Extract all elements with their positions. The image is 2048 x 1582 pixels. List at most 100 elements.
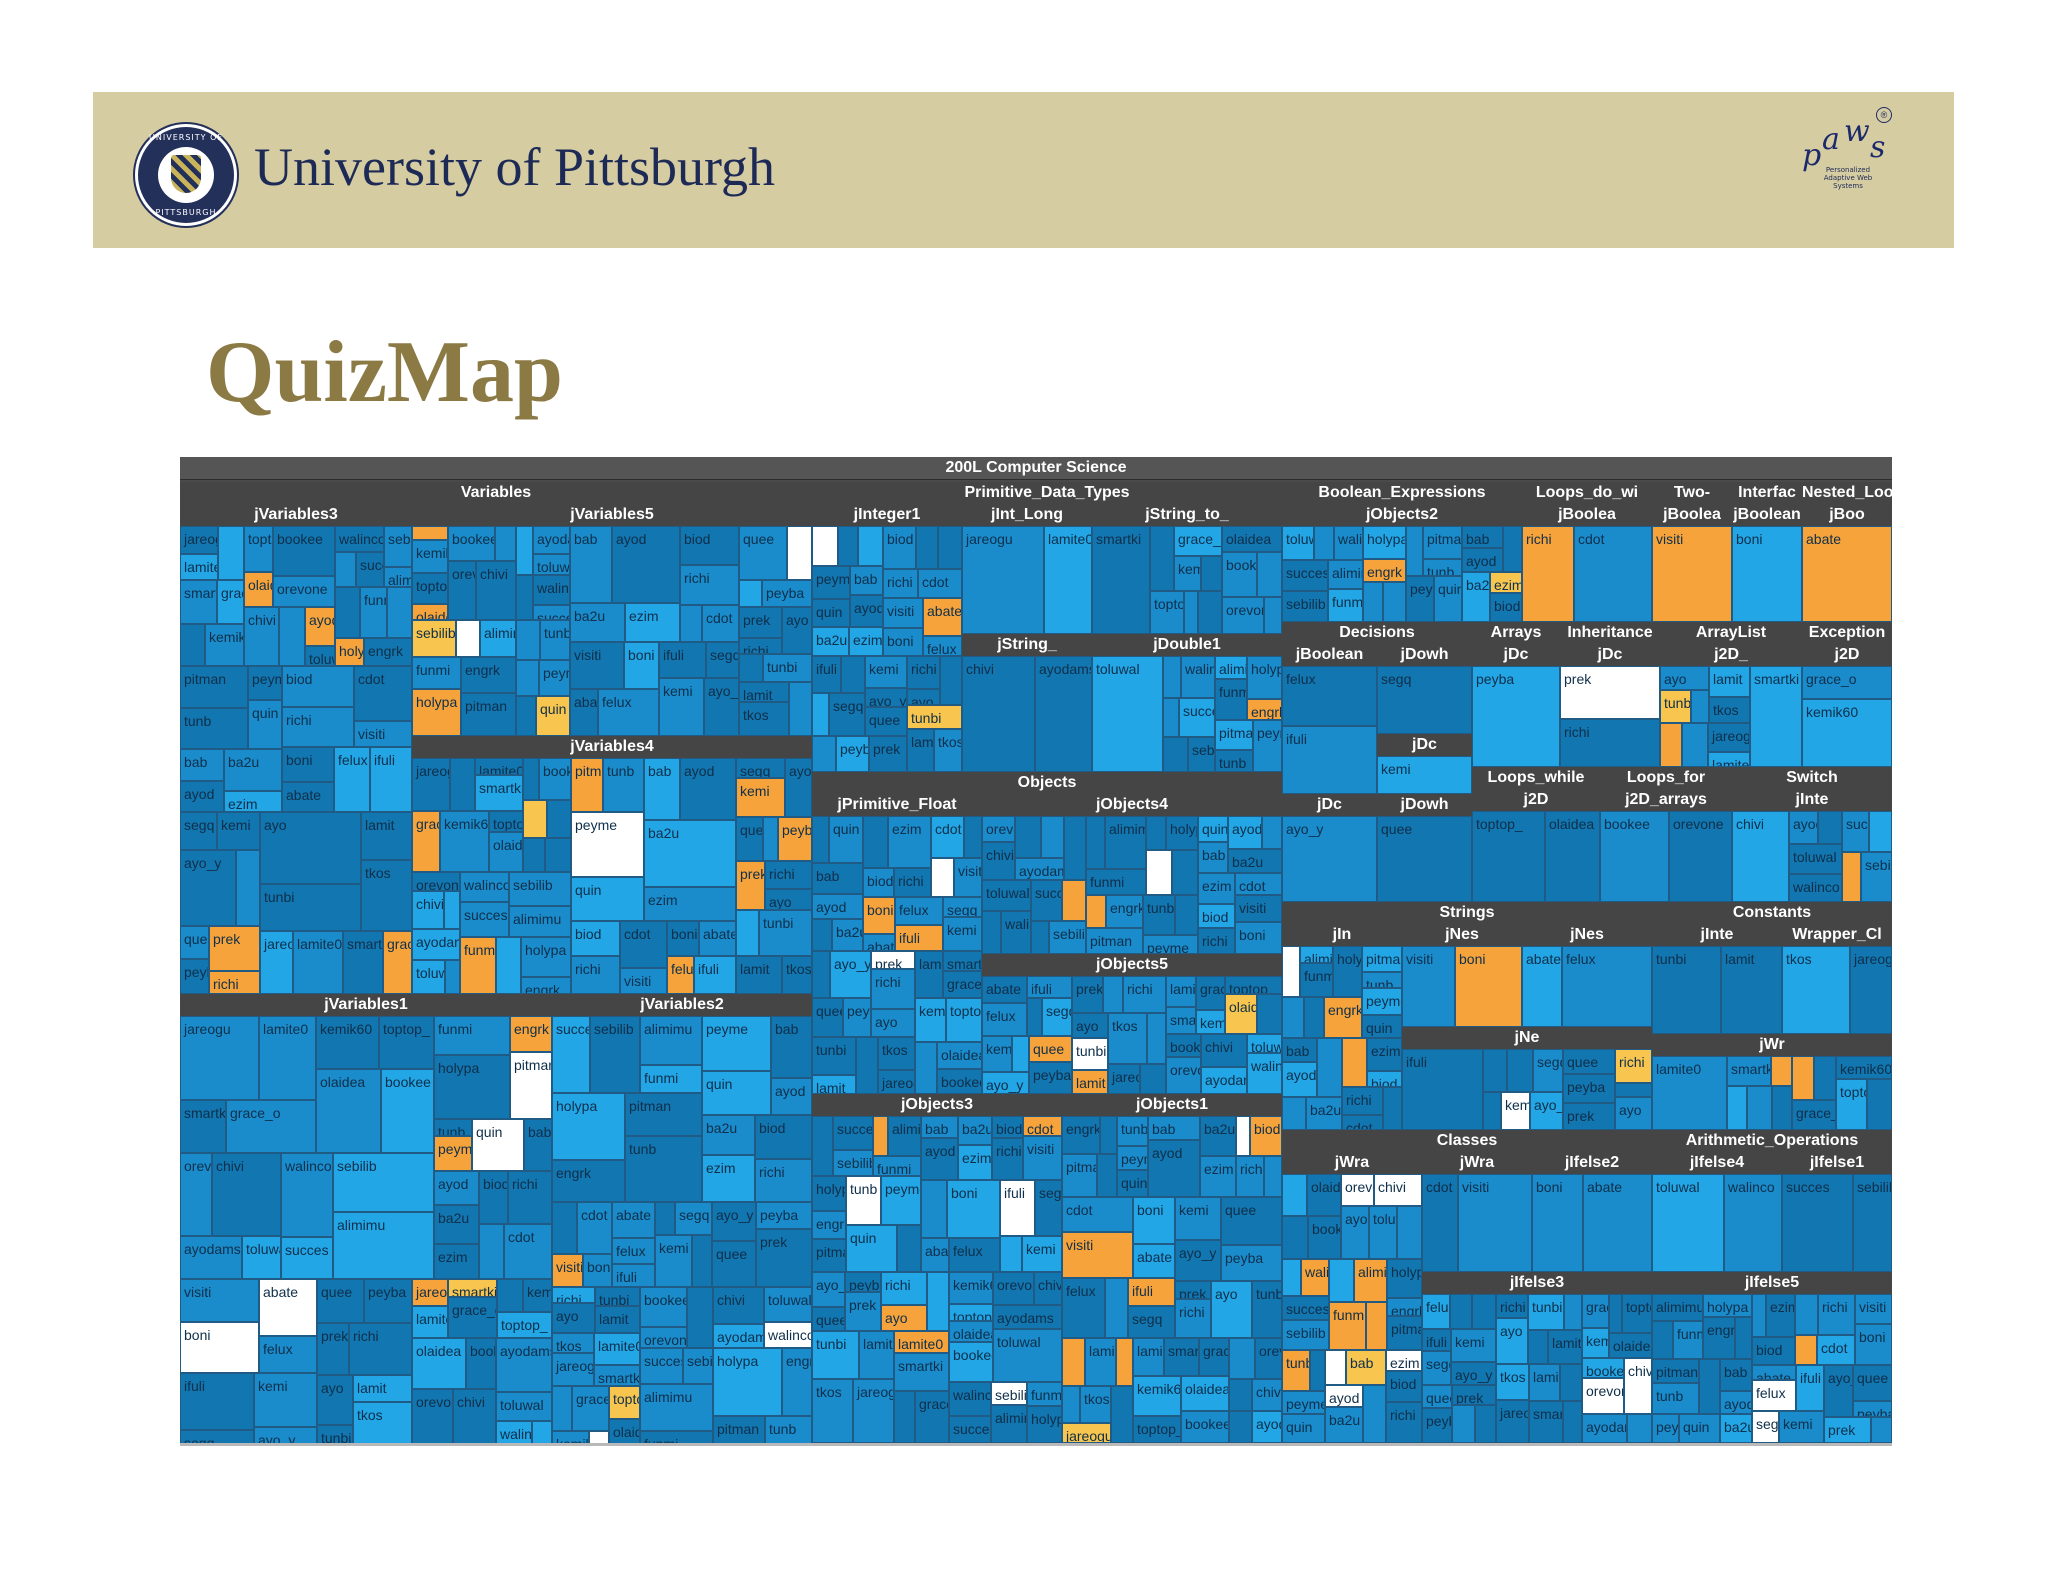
student-cell[interactable] [1304, 997, 1324, 1038]
student-cell[interactable]: kemi [254, 1373, 317, 1427]
student-cell[interactable]: kemik60 [1836, 1056, 1892, 1079]
student-cell[interactable] [1086, 895, 1106, 928]
student-cell[interactable]: felux [612, 1238, 655, 1264]
student-cell[interactable]: peyme [1117, 1146, 1148, 1170]
student-cell[interactable] [1062, 1386, 1080, 1423]
student-cell[interactable]: lamite0 [894, 1331, 949, 1353]
student-cell[interactable] [1282, 1259, 1301, 1296]
student-cell[interactable]: visiti [1458, 1174, 1532, 1272]
student-cell[interactable] [897, 1225, 921, 1272]
student-cell[interactable]: orevone [448, 561, 476, 620]
student-cell[interactable]: peyba [1853, 1401, 1892, 1417]
student-cell[interactable] [812, 816, 829, 863]
student-cell[interactable]: ayod [180, 781, 224, 812]
student-cell[interactable]: visiti [1855, 1294, 1892, 1324]
student-cell[interactable]: segq [1128, 1306, 1175, 1338]
student-cell[interactable]: grace_o [1802, 666, 1892, 699]
student-cell[interactable]: felux [598, 689, 659, 736]
student-cell[interactable]: lamit [595, 1306, 640, 1333]
student-cell[interactable]: toptop_ [946, 998, 982, 1042]
student-cell[interactable]: orevone [1222, 597, 1264, 634]
student-cell[interactable]: holypa [335, 638, 364, 666]
student-cell[interactable]: toluwal [1369, 1206, 1397, 1259]
student-cell[interactable]: pitman [812, 1239, 846, 1272]
student-cell[interactable] [1871, 1417, 1892, 1443]
student-cell[interactable]: walinco [460, 872, 509, 902]
student-cell[interactable]: funmi [640, 1431, 713, 1443]
student-cell[interactable] [523, 800, 547, 838]
student-cell[interactable]: alimimu [640, 1016, 702, 1065]
student-cell[interactable]: sebilib [1853, 1174, 1892, 1272]
student-cell[interactable]: ayodams [993, 1305, 1062, 1329]
student-cell[interactable]: ayodams [1035, 656, 1092, 772]
student-cell[interactable]: ifuli [1000, 1180, 1035, 1236]
student-cell[interactable]: prek [1563, 1103, 1615, 1130]
student-cell[interactable] [1795, 1335, 1817, 1365]
student-cell[interactable]: chivi [1374, 1174, 1422, 1206]
student-cell[interactable]: toptop_ [949, 1304, 993, 1321]
student-cell[interactable] [1342, 1038, 1367, 1087]
student-cell[interactable] [927, 1272, 949, 1331]
student-cell[interactable]: kemik60 [552, 1431, 589, 1443]
student-cell[interactable]: tkos [361, 860, 412, 931]
student-cell[interactable]: quee [1221, 1197, 1282, 1245]
student-cell[interactable]: richi [1522, 526, 1574, 622]
student-cell[interactable]: pitman [571, 758, 603, 812]
student-cell[interactable] [894, 1391, 915, 1443]
student-cell[interactable]: richi [1560, 719, 1660, 767]
student-cell[interactable] [915, 1042, 937, 1094]
student-cell[interactable] [1867, 1079, 1892, 1130]
student-cell[interactable] [1163, 656, 1181, 698]
student-cell[interactable]: ayo_y [812, 1272, 845, 1307]
student-cell[interactable]: abate [1133, 1244, 1175, 1278]
student-cell[interactable]: biod [1752, 1337, 1795, 1365]
student-cell[interactable]: walinco [496, 1421, 532, 1443]
student-cell[interactable] [532, 1421, 552, 1443]
student-cell[interactable]: kemi [943, 917, 982, 951]
student-cell[interactable] [1229, 1379, 1252, 1411]
student-cell[interactable]: cdot [918, 569, 962, 598]
student-cell[interactable]: holypa [713, 1348, 782, 1416]
student-cell[interactable]: biod [479, 1171, 508, 1224]
student-cell[interactable]: kemi [1022, 1236, 1062, 1272]
student-cell[interactable]: engrk [1106, 895, 1143, 928]
student-cell[interactable]: lamite0 [180, 554, 218, 580]
student-cell[interactable]: ba2u [1720, 1414, 1752, 1443]
student-cell[interactable]: bab [180, 749, 224, 781]
student-cell[interactable] [516, 526, 533, 575]
student-cell[interactable]: succes [460, 902, 509, 937]
student-cell[interactable]: bab [1462, 526, 1503, 548]
student-cell[interactable]: funmi [1300, 963, 1333, 997]
student-cell[interactable]: biod [1198, 904, 1235, 928]
student-cell[interactable] [863, 816, 888, 868]
student-cell[interactable]: ba2u [644, 820, 736, 887]
student-cell[interactable] [1314, 526, 1334, 560]
student-cell[interactable] [1772, 1086, 1792, 1130]
student-cell[interactable]: tunbi [1660, 690, 1691, 723]
student-cell[interactable]: biod [1250, 1116, 1282, 1156]
student-cell[interactable]: smartki [180, 1100, 226, 1153]
student-cell[interactable]: pitman [1362, 946, 1402, 972]
student-cell[interactable]: holypa [521, 937, 571, 977]
student-cell[interactable]: cdot [1023, 1116, 1062, 1136]
student-cell[interactable]: tunbi [595, 1287, 640, 1306]
student-cell[interactable]: chivi [1624, 1358, 1652, 1414]
student-cell[interactable]: bab [771, 1016, 812, 1078]
student-cell[interactable]: ayo_y [1824, 1365, 1853, 1417]
student-cell[interactable]: toluwal [496, 1392, 552, 1421]
student-cell[interactable]: succes [1782, 1174, 1853, 1272]
student-cell[interactable]: toptop_ [489, 811, 523, 832]
student-cell[interactable] [687, 1287, 713, 1348]
student-cell[interactable]: ayo_y [712, 1202, 756, 1241]
student-cell[interactable]: grace_o [412, 811, 440, 872]
student-cell[interactable]: richi [883, 569, 918, 598]
student-cell[interactable]: bookee [381, 1069, 434, 1153]
student-cell[interactable]: jareogu [853, 1379, 894, 1443]
student-cell[interactable]: segq [180, 1430, 254, 1443]
student-cell[interactable]: peyba [1563, 1074, 1615, 1103]
student-cell[interactable]: quin [702, 1071, 771, 1115]
student-cell[interactable]: holypa [1247, 656, 1282, 699]
student-cell[interactable]: ezim [1386, 1350, 1422, 1371]
student-cell[interactable]: smartki [1164, 1338, 1199, 1376]
student-cell[interactable] [1366, 1302, 1387, 1350]
